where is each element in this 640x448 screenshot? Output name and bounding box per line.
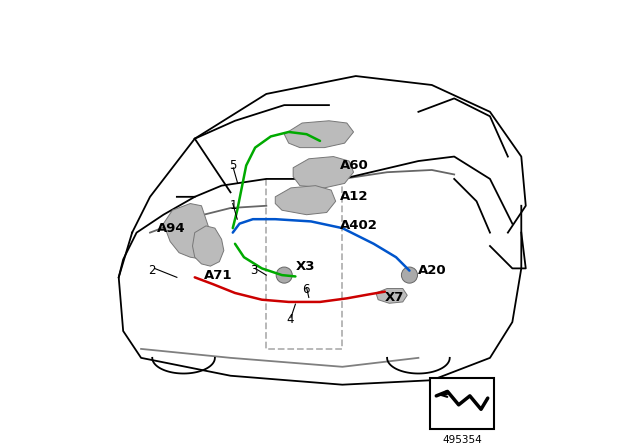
Circle shape xyxy=(401,267,417,283)
Polygon shape xyxy=(376,289,407,303)
Text: 1: 1 xyxy=(229,199,237,212)
Polygon shape xyxy=(193,226,224,266)
Text: 2: 2 xyxy=(148,264,156,277)
Text: A60: A60 xyxy=(340,159,369,172)
Text: A402: A402 xyxy=(340,220,378,233)
Polygon shape xyxy=(275,185,335,215)
Polygon shape xyxy=(163,203,215,259)
Circle shape xyxy=(276,267,292,283)
FancyBboxPatch shape xyxy=(429,378,495,430)
Text: X3: X3 xyxy=(296,260,315,273)
Text: A94: A94 xyxy=(157,222,186,235)
Text: A20: A20 xyxy=(419,264,447,277)
Text: A12: A12 xyxy=(340,190,369,203)
Text: A71: A71 xyxy=(204,269,232,282)
Text: 4: 4 xyxy=(287,313,294,326)
Polygon shape xyxy=(284,121,353,147)
Text: 3: 3 xyxy=(251,264,258,277)
Text: 5: 5 xyxy=(228,159,236,172)
Text: X7: X7 xyxy=(385,291,404,304)
Polygon shape xyxy=(293,156,353,188)
Text: 495354: 495354 xyxy=(442,435,482,445)
Text: 6: 6 xyxy=(302,283,310,297)
